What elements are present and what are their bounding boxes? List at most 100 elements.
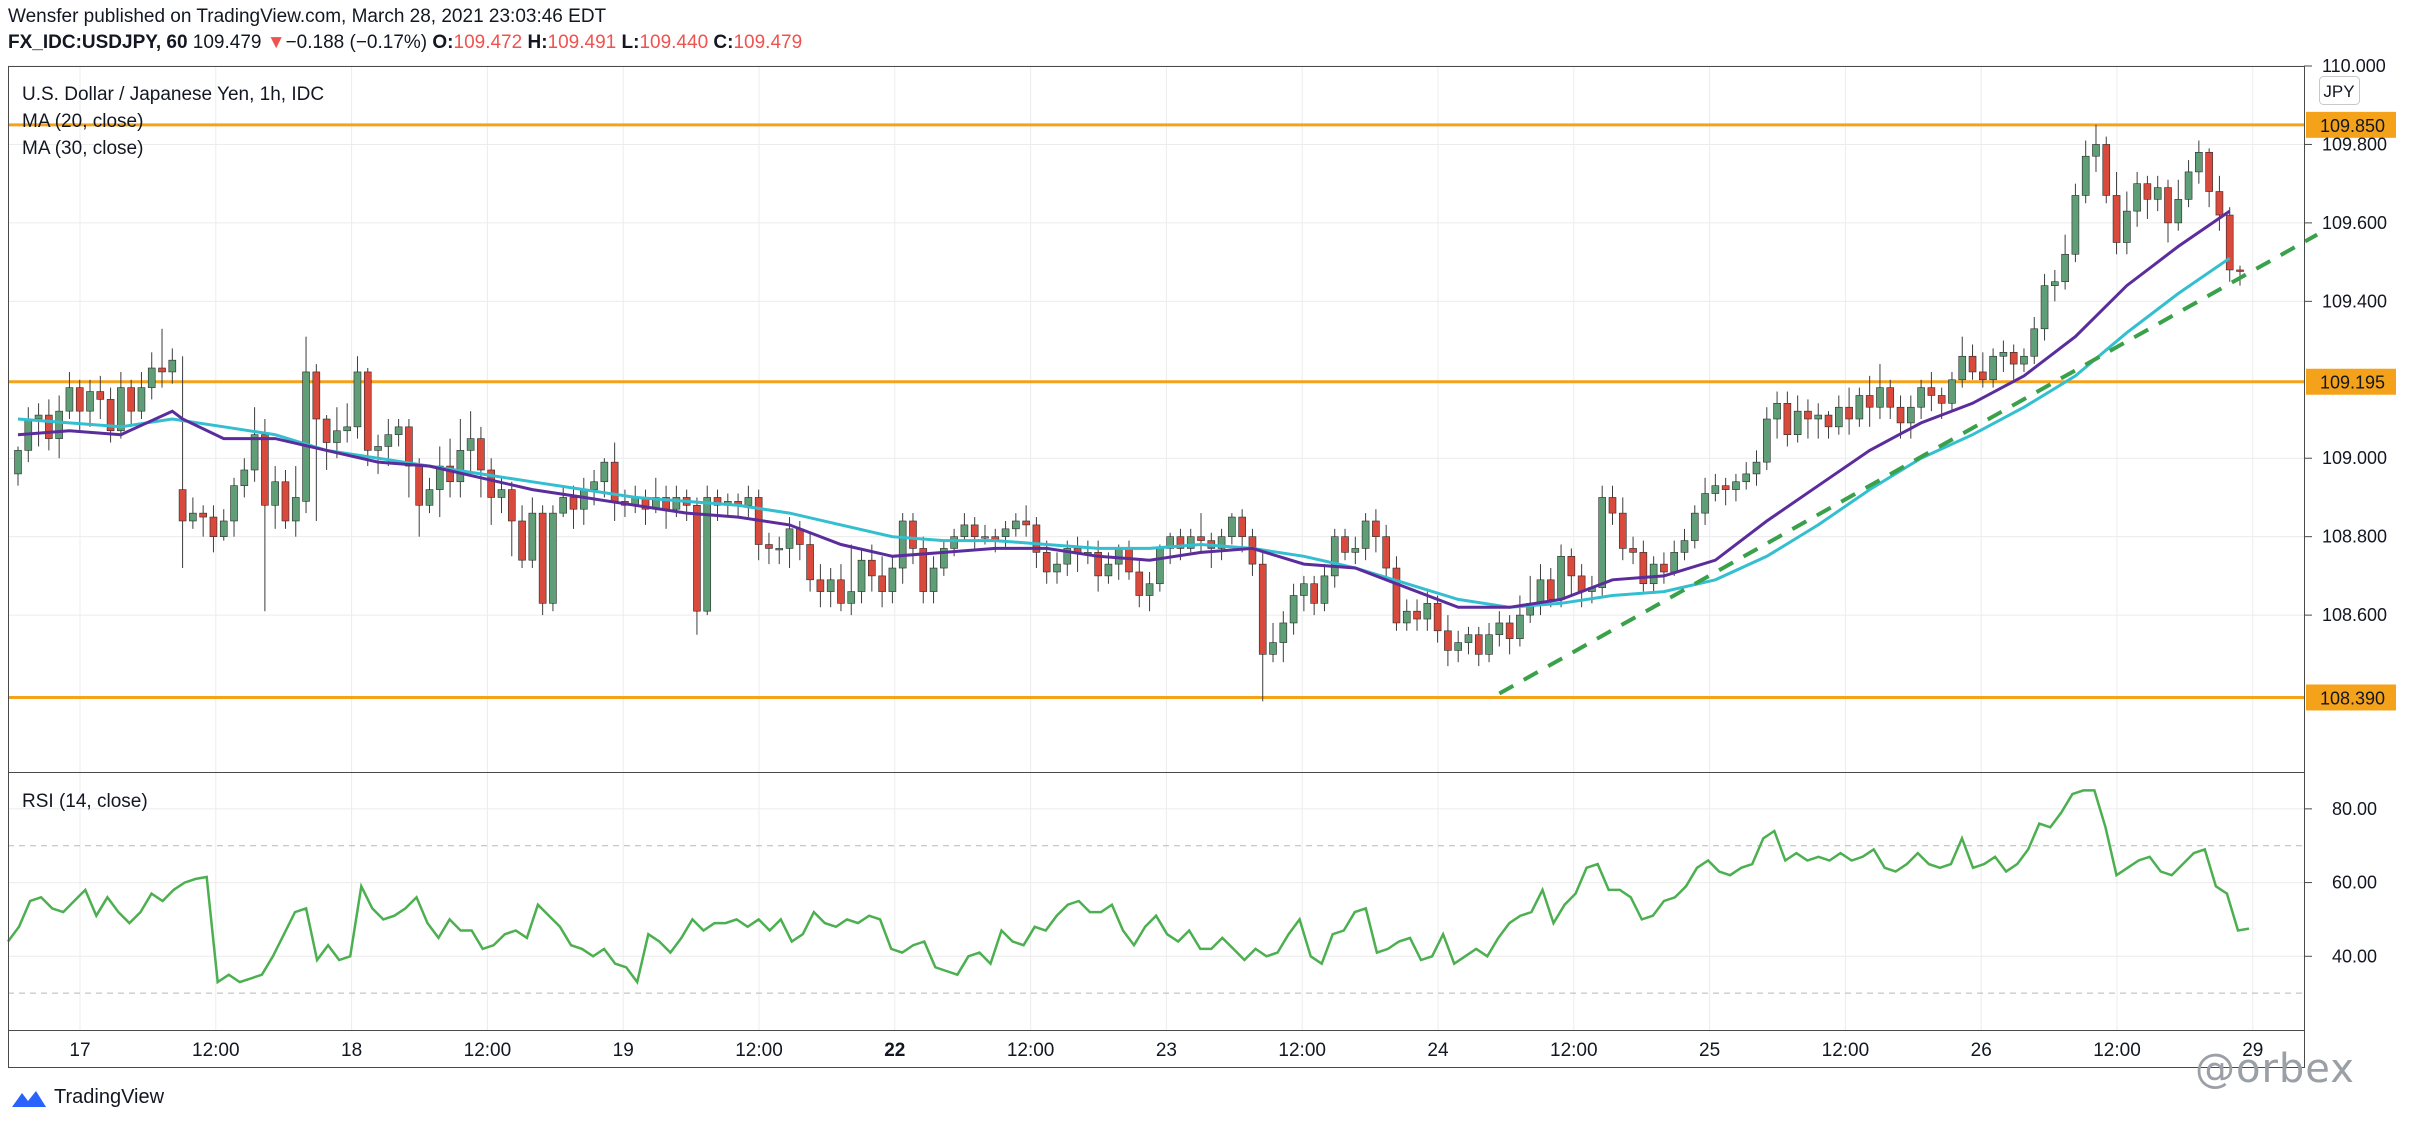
candle-body [1145, 583, 1154, 596]
candle-body [353, 371, 362, 428]
candle-body [1485, 634, 1493, 655]
close-label: C: [713, 32, 734, 53]
candle-body [950, 536, 958, 549]
candle-body [1444, 630, 1452, 651]
candle-body [96, 391, 105, 400]
candle-body [1361, 520, 1370, 549]
candle-body [590, 481, 598, 490]
candle-body [1629, 548, 1637, 553]
candle-body [775, 548, 784, 551]
rsi-line [6, 789, 2250, 986]
time-tick-label: 12:00 [464, 1040, 512, 1061]
symbol-info-bar: FX_IDC:USDJPY, 60 109.479 ▼−0.188 (−0.17… [8, 32, 802, 54]
high-label: H: [527, 32, 548, 53]
candle-body [219, 520, 228, 537]
candle-body [1320, 575, 1329, 604]
candle-body [2133, 183, 2141, 212]
candle-body [230, 485, 238, 522]
chart-frame [8, 66, 2305, 1068]
price-tick-label: 108.800 [2322, 527, 2387, 547]
candle-body [1238, 516, 1246, 537]
candle-body [1022, 520, 1030, 526]
candle-body [1680, 540, 1689, 553]
level-price-tag [2306, 111, 2396, 138]
candle-body [2174, 199, 2183, 224]
candle-body [847, 591, 856, 604]
candle-body [2102, 144, 2111, 196]
candle-body [1907, 406, 1915, 424]
candle-body [2215, 191, 2224, 216]
candle-body [1258, 563, 1267, 655]
candle-body [55, 410, 63, 439]
candle-body [1649, 563, 1658, 585]
candle-body [1711, 485, 1720, 494]
candle-body [806, 544, 814, 581]
candle-body [1742, 473, 1751, 483]
trend-line [1498, 232, 2319, 696]
candle-body [2071, 195, 2080, 255]
symbol-name[interactable]: FX_IDC:USDJPY, 60 [8, 32, 188, 53]
candle-body [1217, 536, 1226, 549]
time-tick-label: 12:00 [735, 1040, 783, 1061]
candle-body [2143, 183, 2152, 200]
candle-body [1804, 410, 1812, 420]
pane-legends: U.S. Dollar / Japanese Yen, 1h, IDC MA (… [22, 76, 2360, 812]
candle-body [1567, 555, 1576, 577]
candle-body [1793, 410, 1802, 435]
tradingview-brand[interactable]: TradingView [10, 1086, 164, 1109]
candle-body [837, 579, 845, 604]
candle-body [1618, 512, 1627, 549]
candle-body [1546, 579, 1555, 600]
currency-badge[interactable] [2319, 76, 2360, 105]
low-value: 109.440 [639, 32, 709, 53]
candle-body [75, 387, 84, 412]
level-price-tag [2306, 684, 2396, 711]
time-tick-label: 29 [2242, 1040, 2263, 1061]
candle-body [940, 548, 948, 569]
candle-body [1814, 414, 1823, 420]
candle-body [1917, 387, 1925, 408]
candle-body [1516, 614, 1524, 639]
candle-body [291, 497, 300, 522]
candle-body [693, 504, 701, 612]
candle-body [456, 450, 465, 483]
candle-body [816, 579, 825, 592]
candle-body [415, 465, 423, 506]
candle-body [538, 512, 547, 604]
candle-body [1598, 497, 1607, 588]
candle-body [34, 414, 43, 420]
brand-label: TradingView [54, 1086, 165, 1108]
time-tick-label: 24 [1427, 1040, 1449, 1061]
rsi-tick-label: 80.00 [2332, 799, 2377, 819]
rsi-tick-label: 60.00 [2332, 873, 2377, 893]
candle-body [2123, 210, 2131, 243]
candles [14, 124, 2244, 702]
candle-body [127, 387, 135, 412]
candle-body [261, 434, 269, 506]
candle-body [2205, 151, 2213, 192]
down-arrow-icon: ▼ [266, 32, 286, 53]
candle-body [209, 516, 218, 537]
candle-body [1104, 563, 1113, 577]
time-tick-label: 19 [613, 1040, 634, 1061]
time-tick-label: 12:00 [1822, 1040, 1870, 1061]
candle-body [549, 512, 557, 604]
time-tick-label: 12:00 [1007, 1040, 1055, 1061]
candle-body [1536, 579, 1545, 604]
candle-body [189, 512, 197, 522]
candle-body [1896, 406, 1905, 424]
candle-body [1454, 642, 1462, 651]
ma30-line [17, 256, 2231, 609]
candle-body [1660, 563, 1668, 573]
price-tick-label: 109.600 [2322, 213, 2387, 233]
candle-body [1166, 536, 1174, 549]
high-value: 109.491 [547, 32, 617, 53]
candle-body [425, 489, 434, 506]
candle-body [1042, 552, 1051, 573]
candle-body [559, 497, 568, 514]
close-value: 109.479 [733, 32, 803, 53]
candle-body [1783, 403, 1792, 435]
candle-body [1762, 418, 1771, 463]
candle-body [1228, 516, 1236, 537]
